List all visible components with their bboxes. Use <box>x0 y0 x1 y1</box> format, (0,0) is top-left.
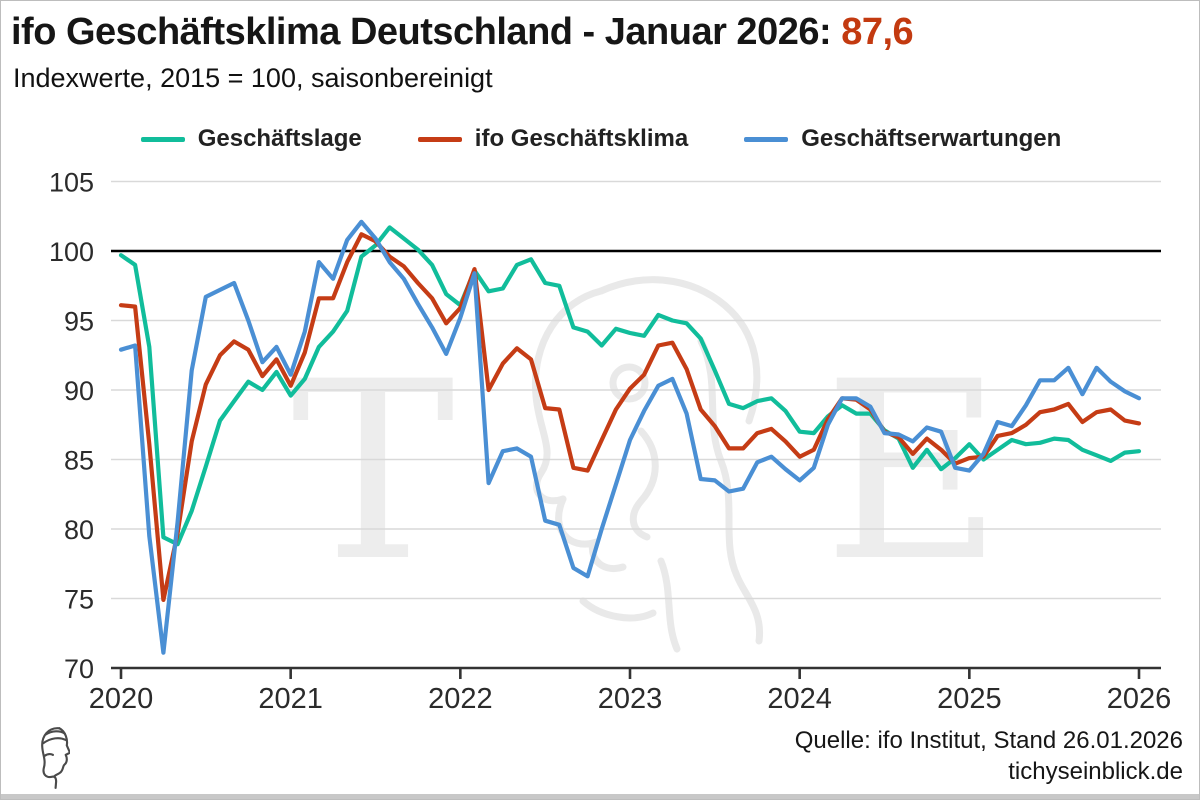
x-tick-label: 2025 <box>937 683 1002 715</box>
y-tick-label-75: 75 <box>64 585 94 615</box>
series-layer <box>118 219 1142 655</box>
chart-legend: Geschäftslage ifo Geschäftsklima Geschäfts… <box>1 125 1200 153</box>
legend-label: Geschäftslage <box>197 125 362 152</box>
title-text: ifo Geschäftsklima Deutschland - Januar … <box>11 11 842 53</box>
series-line-gesch-ftslage <box>118 225 1142 547</box>
y-tick-label-100: 100 <box>49 237 94 267</box>
y-tick-label-70: 70 <box>64 654 94 684</box>
y-tick-label-85: 85 <box>64 446 94 476</box>
legend-item-1: Geschäftslage <box>140 125 362 153</box>
legend-label: Geschäftserwartungen <box>801 125 1062 152</box>
y-tick-label-80: 80 <box>64 515 94 545</box>
legend-swatch-icon <box>744 136 789 142</box>
tichys-einblick-logo-icon <box>41 727 70 789</box>
site-text: tichyseinblick.de <box>1008 758 1183 785</box>
legend-swatch-icon <box>140 136 185 142</box>
y-tick-label-95: 95 <box>64 307 94 337</box>
title-value: 87,6 <box>841 11 914 53</box>
grid-layer <box>111 180 1161 600</box>
watermark-letter-t: T <box>291 330 455 616</box>
x-tick-label: 2022 <box>428 683 493 715</box>
series-line-gesch-ftserwartungen <box>118 219 1142 655</box>
x-tick-label: 2024 <box>767 683 832 715</box>
page-subtitle: Indexwerte, 2015 = 100, saisonbereinigt <box>13 63 493 93</box>
bottom-bar <box>1 794 1199 799</box>
legend-item-2: ifo Geschäftsklima <box>417 125 689 153</box>
x-tick-label: 2021 <box>258 683 323 715</box>
legend-item-3: Geschäftserwartungen <box>744 125 1061 153</box>
legend-swatch-icon <box>417 136 462 142</box>
y-tick-label-90: 90 <box>64 376 94 406</box>
y-tick-label-105: 105 <box>49 168 94 198</box>
x-tick-label: 2020 <box>89 683 154 715</box>
x-tick-label: 2023 <box>598 683 663 715</box>
page-title: ifo Geschäftsklima Deutschland - Januar … <box>11 11 1191 54</box>
legend-label: ifo Geschäftsklima <box>474 125 689 152</box>
x-tick-label: 2026 <box>1107 683 1172 715</box>
source-text: Quelle: ifo Institut, Stand 26.01.2026 <box>794 727 1183 754</box>
axis-layer: 2020 2021 2022 2023 2024 2025 2026 70 75 80 85 90 95… <box>49 168 1171 716</box>
watermark-eagle-icon <box>531 276 764 653</box>
watermark-letter-e: E <box>823 330 1003 616</box>
series-line-ifo-gesch-ftsklima <box>118 232 1142 603</box>
